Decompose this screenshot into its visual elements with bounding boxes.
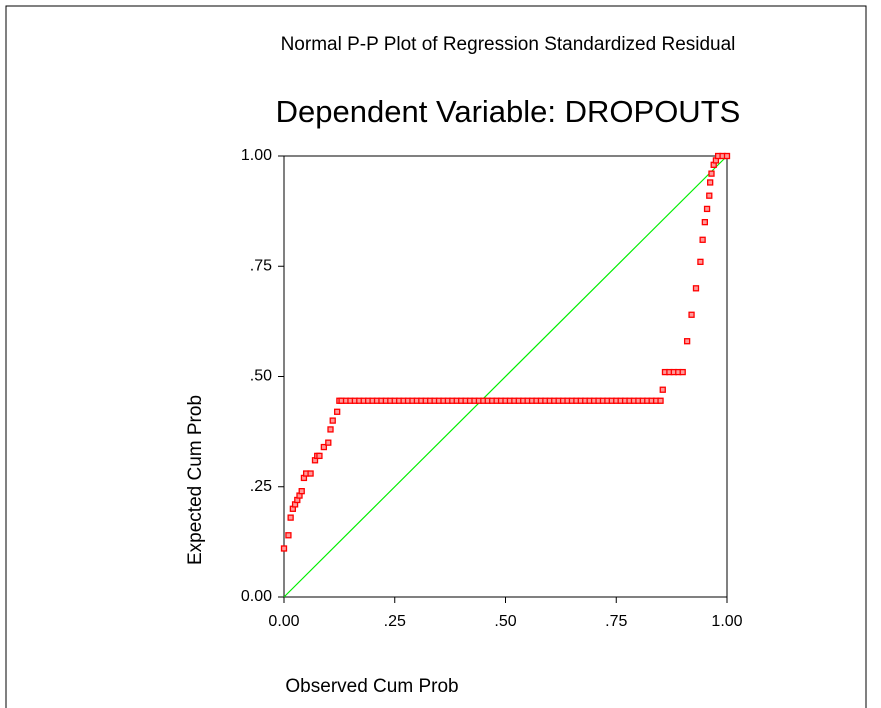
- x-tick-label: .50: [494, 613, 516, 630]
- point: [679, 368, 686, 376]
- point: [706, 192, 713, 199]
- point: [325, 439, 332, 446]
- x-tick-label: .25: [384, 613, 406, 630]
- reference-line: [283, 155, 728, 598]
- point: [307, 470, 314, 477]
- point: [298, 488, 305, 495]
- point: [699, 236, 706, 243]
- point: [287, 514, 294, 521]
- y-tick-label: .50: [250, 368, 272, 385]
- y-tick-label: 0.00: [241, 588, 272, 605]
- chart-title: Normal P-P Plot of Regression Standardiz…: [281, 34, 736, 55]
- point: [683, 338, 691, 345]
- point: [334, 408, 341, 415]
- point: [320, 443, 328, 451]
- x-tick-label: 0.00: [268, 613, 299, 630]
- frame: [5, 5, 867, 708]
- point: [316, 452, 323, 460]
- point: [723, 152, 731, 160]
- point: [285, 532, 292, 539]
- point: [701, 218, 708, 226]
- x-tick-label: .75: [605, 613, 627, 630]
- point: [692, 285, 700, 292]
- point: [703, 205, 711, 213]
- point: [280, 545, 288, 552]
- x-axis-label: Observed Cum Prob: [285, 676, 458, 697]
- point: [708, 170, 715, 177]
- point: [688, 311, 695, 318]
- point: [657, 397, 664, 404]
- y-tick-label: .75: [250, 257, 272, 274]
- point: [659, 386, 666, 393]
- x-tick-label: 1.00: [711, 613, 742, 630]
- chart-subtitle: Dependent Variable: DROPOUTS: [276, 94, 741, 129]
- point: [327, 426, 334, 433]
- point: [707, 179, 714, 186]
- y-tick-label: .25: [250, 478, 272, 495]
- y-tick-label: 1.00: [241, 147, 272, 164]
- y-axis-label: Expected Cum Prob: [185, 395, 206, 565]
- point: [697, 258, 704, 265]
- point: [329, 417, 336, 424]
